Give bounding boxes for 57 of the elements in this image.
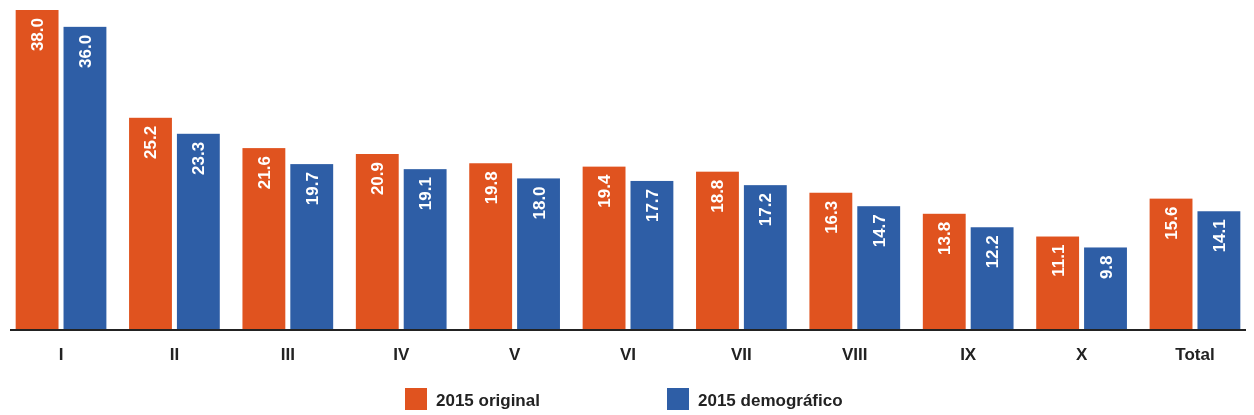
bar	[743, 185, 787, 330]
data-label: 19.4	[595, 174, 615, 208]
bar	[1084, 247, 1127, 330]
bar	[63, 26, 107, 330]
bar	[242, 148, 286, 330]
data-label: 14.1	[1209, 219, 1229, 253]
x-tick-label: Total	[1175, 345, 1215, 364]
bar	[922, 213, 966, 330]
x-tick-label: II	[169, 345, 180, 364]
bar	[630, 180, 674, 330]
legend-label: 2015 original	[436, 391, 540, 410]
bar	[1149, 198, 1193, 330]
bar	[403, 169, 447, 330]
data-label: 23.3	[189, 141, 209, 175]
legend-label: 2015 demográfico	[698, 391, 843, 410]
data-label: 13.8	[935, 221, 955, 255]
data-label: 38.0	[28, 18, 48, 52]
bar	[469, 163, 513, 330]
data-label: 21.6	[254, 156, 274, 190]
data-label: 18.0	[529, 186, 549, 220]
data-label: 36.0	[75, 34, 95, 68]
bar	[1036, 236, 1080, 330]
bar	[15, 10, 59, 330]
data-label: 19.1	[416, 177, 436, 211]
bar	[582, 166, 626, 330]
x-tick-label: VII	[731, 345, 752, 364]
data-label: 12.2	[983, 235, 1003, 269]
data-label: 19.7	[302, 172, 322, 206]
data-label: 18.8	[708, 179, 728, 213]
bar	[129, 117, 172, 330]
data-label: 14.7	[869, 214, 889, 248]
bar	[696, 171, 739, 330]
bar	[857, 206, 901, 330]
x-tick-label: X	[1075, 345, 1088, 364]
data-label: 17.7	[642, 188, 662, 223]
x-tick-label: V	[508, 345, 521, 364]
data-label: 11.1	[1048, 244, 1068, 277]
bar	[1197, 211, 1241, 330]
bar	[517, 178, 560, 330]
data-label: 16.3	[821, 200, 841, 234]
x-tick-label: I	[58, 345, 64, 364]
bar	[290, 164, 334, 330]
x-tick-label: VI	[619, 345, 637, 364]
data-label: 17.2	[756, 193, 776, 227]
bar	[970, 227, 1014, 330]
x-tick-label: IX	[960, 345, 977, 364]
x-tick-label: VIII	[842, 345, 868, 364]
data-label: 15.6	[1162, 206, 1182, 240]
bar	[809, 192, 853, 330]
bar	[176, 133, 220, 330]
x-tick-label: IV	[393, 345, 410, 364]
data-label: 25.2	[141, 125, 161, 159]
bar	[355, 154, 399, 330]
data-label: 19.8	[481, 171, 501, 205]
data-label: 9.8	[1096, 255, 1116, 280]
x-tick-label: III	[280, 345, 295, 364]
data-label: 20.9	[368, 162, 388, 196]
